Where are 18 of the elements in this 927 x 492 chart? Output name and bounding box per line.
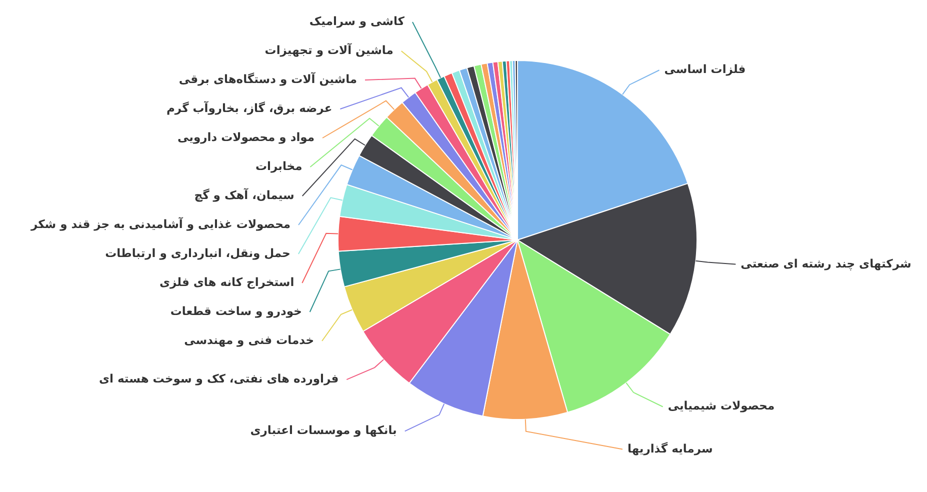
slice-label: سرمایه گذاریها <box>628 441 713 456</box>
slice-label: شرکتهای چند رشته ای صنعتی <box>740 256 912 270</box>
slice-label: کاشی و سرامیک <box>309 14 405 28</box>
slice-label: مخابرات <box>255 158 302 173</box>
slice-label: فلزات اساسی <box>664 62 746 76</box>
slice-label: حمل ونقل، انبارداری و ارتباطات <box>105 246 290 260</box>
slice-label: محصولات شیمیایی <box>668 398 775 413</box>
slice-label: محصولات غذایی و آشامیدنی به جز قند و شکر <box>30 216 290 231</box>
slice-label: سیمان، آهک و گچ <box>194 188 294 202</box>
slice-label: خدمات فنی و مهندسی <box>184 332 314 347</box>
slice-label: عرضه برق، گاز، بخاروآب گرم <box>166 100 332 115</box>
slice-label: فراورده های نفتی، کک و سوخت هسته ای <box>98 372 339 386</box>
slice-label: خودرو و ساخت قطعات <box>170 304 302 318</box>
slice-label: بانکها و موسسات اعتباری <box>250 423 397 438</box>
slice-label: مواد و محصولات دارویی <box>178 130 315 144</box>
slice-label: استخراج کانه های فلزی <box>159 274 294 289</box>
slice-label: ماشین آلات و تجهیزات <box>264 42 394 57</box>
slice-label: ماشین آلات و دستگاه‌های برقی <box>178 72 358 86</box>
